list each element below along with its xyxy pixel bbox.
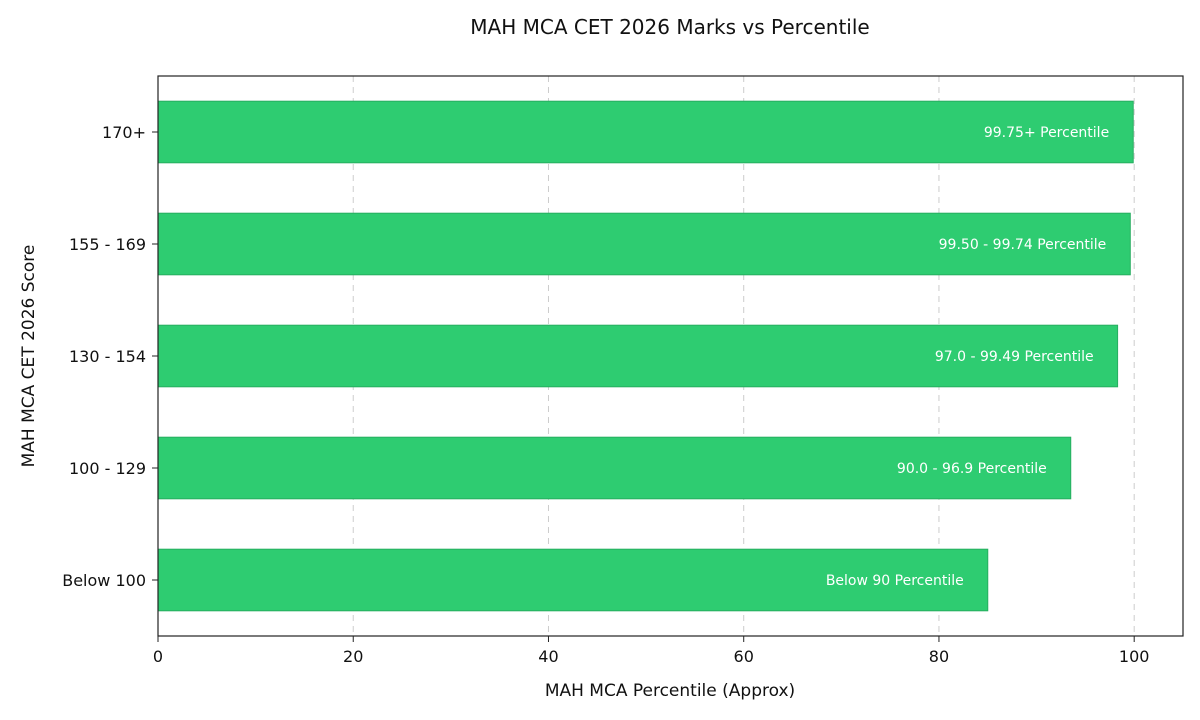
bar-data-label: 99.50 - 99.74 Percentile (939, 237, 1107, 253)
x-tick-label: 40 (538, 647, 558, 666)
bar (157, 548, 989, 612)
x-tick-label: 0 (153, 647, 163, 666)
y-tick-label: 170+ (102, 123, 146, 142)
bar (157, 100, 1134, 164)
x-tick-label: 20 (343, 647, 363, 666)
x-tick-label: 80 (929, 647, 949, 666)
chart-title: MAH MCA CET 2026 Marks vs Percentile (470, 15, 869, 39)
x-axis-label: MAH MCA Percentile (Approx) (545, 681, 795, 701)
y-axis-label: MAH MCA CET 2026 Score (19, 245, 39, 468)
bar-data-label: 90.0 - 96.9 Percentile (897, 461, 1047, 477)
bar-data-label: 99.75+ Percentile (984, 125, 1109, 141)
bar (157, 324, 1119, 388)
y-tick-label: 155 - 169 (69, 235, 146, 254)
bar-data-label: Below 90 Percentile (826, 573, 964, 589)
y-tick-label: Below 100 (62, 571, 146, 590)
bar (157, 436, 1072, 500)
y-tick-label: 100 - 129 (69, 459, 146, 478)
y-tick-label: 130 - 154 (69, 347, 146, 366)
bar-data-label: 97.0 - 99.49 Percentile (935, 349, 1094, 365)
x-tick-label: 100 (1119, 647, 1150, 666)
x-tick-label: 60 (734, 647, 754, 666)
